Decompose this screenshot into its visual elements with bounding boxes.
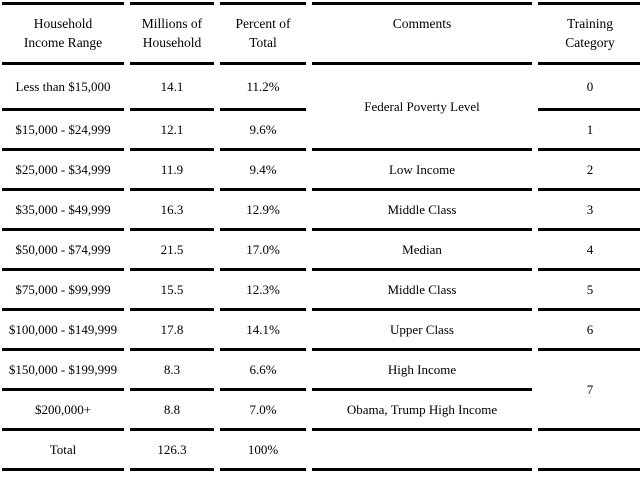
header-row: Household Income Range Millions of House…: [2, 2, 640, 65]
cell-millions: 12.1: [130, 111, 214, 151]
col-header-percent: Percent of Total: [220, 2, 306, 65]
table-row: $150,000 - $199,999 8.3 6.6% High Income…: [2, 351, 640, 431]
cell-percent: 6.6%: [220, 351, 306, 391]
cell-category: 3: [538, 191, 640, 231]
cell-comment: Middle Class: [312, 191, 532, 231]
cell-category: 2: [538, 151, 640, 191]
cell-category: 4: [538, 231, 640, 271]
cell-total-category-empty: [538, 431, 640, 471]
table-row: $50,000 - $74,999 21.5 17.0% Median 4: [2, 231, 640, 271]
cell-millions: 14.1: [130, 65, 214, 111]
cell-comment: High Income: [312, 351, 532, 391]
cell-percent: 7.0%: [220, 391, 306, 431]
cell-percent: 14.1%: [220, 311, 306, 351]
table-row: $100,000 - $149,999 17.8 14.1% Upper Cla…: [2, 311, 640, 351]
cell-percent: 12.3%: [220, 271, 306, 311]
cell-percent: 17.0%: [220, 231, 306, 271]
cell-comment: Upper Class: [312, 311, 532, 351]
cell-category: 5: [538, 271, 640, 311]
cell-total-comment-empty: [312, 431, 532, 471]
cell-income-range: $25,000 - $34,999: [2, 151, 124, 191]
cell-comment-merged: Federal Poverty Level: [312, 65, 532, 151]
table-row: $35,000 - $49,999 16.3 12.9% Middle Clas…: [2, 191, 640, 231]
cell-percent: 9.4%: [220, 151, 306, 191]
cell-millions: 11.9: [130, 151, 214, 191]
cell-income-range: $100,000 - $149,999: [2, 311, 124, 351]
col-header-training-category: Training Category: [538, 2, 640, 65]
cell-income-range: $200,000+: [2, 391, 124, 431]
cell-millions: 8.8: [130, 391, 214, 431]
cell-income-range: $75,000 - $99,999: [2, 271, 124, 311]
cell-millions: 8.3: [130, 351, 214, 391]
table-row: Less than $15,000 14.1 11.2% Federal Pov…: [2, 65, 640, 151]
cell-category: 0: [538, 65, 640, 111]
col-header-income-range: Household Income Range: [2, 2, 124, 65]
cell-percent: 11.2%: [220, 65, 306, 111]
cell-comment: Obama, Trump High Income: [312, 391, 532, 431]
cell-income-range: $150,000 - $199,999: [2, 351, 124, 391]
cell-millions: 21.5: [130, 231, 214, 271]
household-income-table: Household Income Range Millions of House…: [0, 2, 640, 471]
cell-millions: 15.5: [130, 271, 214, 311]
cell-category-merged: 7: [538, 351, 640, 431]
cell-income-range: Less than $15,000: [2, 65, 124, 111]
col-header-comments: Comments: [312, 2, 532, 65]
cell-income-range: $15,000 - $24,999: [2, 111, 124, 151]
cell-income-range: $35,000 - $49,999: [2, 191, 124, 231]
cell-comment: Middle Class: [312, 271, 532, 311]
cell-percent: 12.9%: [220, 191, 306, 231]
total-row: Total 126.3 100%: [2, 431, 640, 471]
table-row: $200,000+ 8.8 7.0% Obama, Trump High Inc…: [2, 391, 640, 431]
cell-percent: 9.6%: [220, 111, 306, 151]
cell-comment: Low Income: [312, 151, 532, 191]
cell-category: 1: [538, 111, 640, 151]
table-row: $75,000 - $99,999 15.5 12.3% Middle Clas…: [2, 271, 640, 311]
cell-total-percent: 100%: [220, 431, 306, 471]
table-row: $15,000 - $24,999 12.1 9.6% 1: [2, 111, 640, 151]
cell-income-range: $50,000 - $74,999: [2, 231, 124, 271]
cell-comment: Median: [312, 231, 532, 271]
cell-millions: 16.3: [130, 191, 214, 231]
col-header-millions: Millions of Household: [130, 2, 214, 65]
cell-total-label: Total: [2, 431, 124, 471]
table-row: $25,000 - $34,999 11.9 9.4% Low Income 2: [2, 151, 640, 191]
cell-millions: 17.8: [130, 311, 214, 351]
cell-total-millions: 126.3: [130, 431, 214, 471]
cell-category: 6: [538, 311, 640, 351]
